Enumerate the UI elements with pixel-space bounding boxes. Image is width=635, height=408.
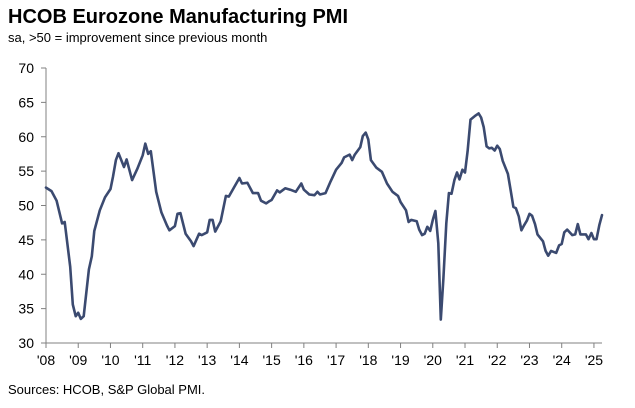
x-tick-label: '11 <box>134 352 151 368</box>
x-tick-label: '25 <box>585 352 603 368</box>
y-tick-label: 70 <box>18 60 34 76</box>
y-tick-label: 50 <box>18 198 34 214</box>
x-tick-label: '23 <box>520 352 538 368</box>
chart-title: HCOB Eurozone Manufacturing PMI <box>8 6 348 28</box>
x-tick-label: '22 <box>488 352 506 368</box>
x-tick-label: '13 <box>198 352 216 368</box>
chart-subtitle: sa, >50 = improvement since previous mon… <box>8 30 268 45</box>
plot-area: 30 35 40 45 50 55 60 65 70 '08 '09 '10 '11 '12 '13 '14 '… <box>18 60 604 368</box>
x-tick-label: '09 <box>69 352 87 368</box>
y-tick-label: 45 <box>18 232 34 248</box>
y-tick-label: 30 <box>18 335 34 351</box>
x-tick-label: '17 <box>327 352 345 368</box>
x-tick-label: '14 <box>230 352 248 368</box>
x-tick-label: '15 <box>262 352 280 368</box>
x-tick-label: '21 <box>456 352 474 368</box>
x-tick-label: '12 <box>166 352 184 368</box>
x-tick-label: '20 <box>424 352 442 368</box>
y-tick-label: 55 <box>18 163 34 179</box>
x-tick-label: '18 <box>359 352 377 368</box>
x-tick-label: '19 <box>391 352 409 368</box>
x-tick-label: '08 <box>37 352 55 368</box>
y-tick-label: 35 <box>18 301 34 317</box>
x-tick-label: '24 <box>553 352 571 368</box>
series-line <box>44 112 604 321</box>
y-tick-label: 65 <box>18 94 34 110</box>
x-tick-label: '10 <box>101 352 119 368</box>
y-tick-label: 40 <box>18 266 34 282</box>
chart-source: Sources: HCOB, S&P Global PMI. <box>8 382 205 397</box>
x-tick-label: '16 <box>295 352 313 368</box>
y-tick-label: 60 <box>18 129 34 145</box>
